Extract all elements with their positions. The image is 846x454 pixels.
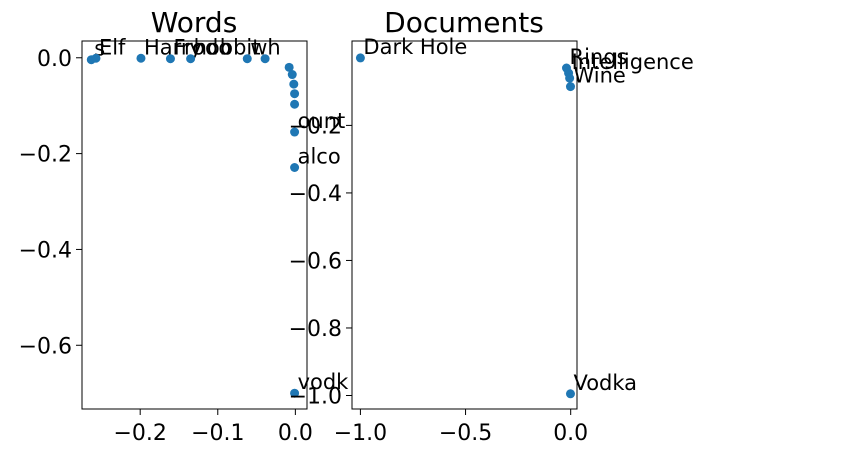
words-point (242, 54, 252, 64)
words-x-tick-label: 0.0 (278, 421, 313, 446)
words-point-label: Frodo (173, 36, 231, 60)
documents-y-ticks: −0.2 −0.4 −0.6 −0.8 −1.0 (289, 114, 352, 409)
words-title: Words (151, 6, 238, 39)
documents-point (565, 389, 575, 399)
words-x-ticks: −0.2 −0.1 0.0 (113, 409, 313, 446)
words-point (91, 53, 101, 63)
words-y-tick-label: −0.6 (19, 334, 72, 359)
words-point (165, 54, 175, 64)
words-point-label: Elf (99, 35, 126, 59)
documents-point (565, 82, 575, 92)
documents-x-tick-label: −0.5 (439, 421, 492, 446)
words-point (287, 70, 297, 80)
documents-x-tick-label: 0.0 (553, 421, 588, 446)
documents-y-tick-label: −1.0 (289, 384, 342, 409)
documents-point-label: Wine (573, 64, 625, 88)
words-y-tick-label: −0.2 (19, 143, 72, 168)
words-x-tick-label: −0.2 (113, 421, 166, 446)
words-point (290, 388, 300, 398)
documents-point-label: Vodka (573, 371, 637, 395)
documents-title: Documents (384, 6, 544, 39)
words-point (290, 99, 300, 109)
words-y-tick-label: −0.4 (19, 238, 72, 263)
words-point (260, 54, 270, 64)
documents-y-tick-label: −0.4 (289, 182, 342, 207)
documents-point-label: Rings (569, 45, 627, 69)
words-y-ticks: 0.0 −0.2 −0.4 −0.6 (19, 47, 82, 359)
words-point-label: vodk (298, 370, 350, 394)
documents-point (355, 53, 365, 63)
words-point (284, 62, 294, 72)
documents-y-tick-label: −0.2 (289, 114, 342, 139)
documents-plot-frame (351, 40, 578, 410)
words-point (290, 89, 300, 99)
words-point-label: ount (298, 109, 346, 133)
words-point-label: alco (298, 145, 341, 169)
words-point (186, 54, 196, 64)
words-point (290, 127, 300, 137)
documents-point-label: Intelligence (572, 50, 694, 74)
documents-y-tick-label: −0.6 (289, 249, 342, 274)
words-x-tick-label: −0.1 (191, 421, 244, 446)
words-point (136, 53, 146, 63)
documents-point (565, 73, 575, 83)
documents-point-label: Dark Hole (363, 35, 467, 59)
words-y-tick-label: 0.0 (37, 47, 72, 72)
words-point-label: s (94, 37, 105, 61)
words-plot-frame (81, 40, 308, 410)
documents-y-tick-label: −0.8 (289, 317, 342, 342)
documents-x-tick-label: −1.0 (334, 421, 387, 446)
words-point (290, 163, 300, 172)
documents-panel: Documents −1.0 −0.5 0.0 −0.2 −0.4 −0.6 −0.8 −1… (289, 6, 694, 446)
words-point (289, 79, 299, 89)
documents-x-ticks: −1.0 −0.5 0.0 (334, 409, 588, 446)
